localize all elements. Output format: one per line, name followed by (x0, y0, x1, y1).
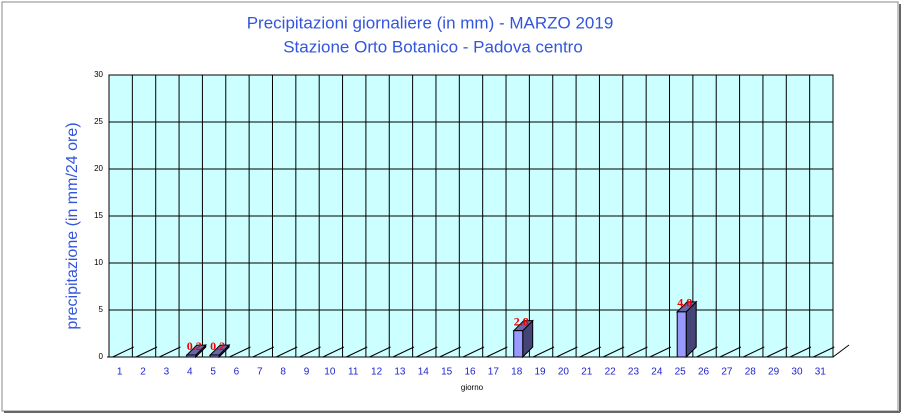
x-tick-label: 21 (581, 367, 593, 378)
value-label: 4.8 (677, 296, 692, 310)
x-tick-label: 5 (210, 367, 216, 378)
bar (185, 343, 207, 359)
bar (252, 346, 275, 358)
x-tick-label: 8 (280, 367, 286, 378)
x-tick-label: 7 (257, 367, 263, 378)
y-tick-label: 0 (99, 352, 104, 361)
x-tick-label: 4 (187, 367, 193, 378)
bar (229, 346, 251, 358)
bar (649, 346, 672, 358)
x-tick-label: 3 (164, 367, 170, 378)
bar (346, 346, 368, 358)
bar (275, 346, 298, 358)
y-tick-label: 10 (94, 258, 103, 267)
x-tick-label: 2 (140, 367, 146, 378)
bar (208, 343, 231, 359)
bar (392, 346, 415, 358)
x-tick-label: 6 (234, 367, 240, 378)
x-tick-label: 27 (721, 367, 733, 378)
bar (439, 346, 461, 358)
bar (486, 346, 508, 358)
x-tick-label: 19 (535, 367, 547, 378)
x-axis-label: giorno (461, 383, 484, 392)
x-tick-label: 23 (628, 367, 640, 378)
bar (135, 346, 158, 358)
value-label: 2.8 (514, 314, 529, 328)
x-tick-label: 13 (394, 367, 406, 378)
bar (789, 346, 812, 358)
x-tick-label: 30 (791, 367, 803, 378)
bar (813, 346, 835, 358)
bar (462, 346, 485, 358)
x-tick-label: 26 (698, 367, 710, 378)
x-tick-label: 12 (371, 367, 383, 378)
x-tick-label: 15 (441, 367, 453, 378)
x-tick-label: 22 (605, 367, 617, 378)
y-tick-label: 20 (94, 164, 103, 173)
x-tick-label: 16 (464, 367, 476, 378)
x-tick-label: 31 (815, 367, 827, 378)
bar (322, 346, 345, 358)
x-tick-label: 11 (348, 367, 359, 378)
bar (159, 346, 181, 358)
bar (719, 346, 742, 358)
x-tick-label: 18 (511, 367, 523, 378)
bar (696, 346, 718, 358)
bar (112, 346, 134, 358)
x-tick-label: 9 (304, 367, 310, 378)
bar-front (676, 311, 687, 358)
bar (416, 346, 438, 358)
bar (512, 319, 534, 359)
y-tick-label: 15 (94, 211, 103, 220)
x-tick-label: 24 (651, 367, 663, 378)
bar (766, 346, 788, 358)
x-tick-label: 17 (488, 367, 500, 378)
bar (602, 346, 625, 358)
bar (743, 346, 765, 358)
chart-title: Precipitazioni giornaliere (in mm) - MAR… (247, 13, 614, 32)
chart-subtitle: Stazione Orto Botanico - Padova centro (283, 37, 583, 56)
x-tick-label: 25 (675, 367, 687, 378)
y-axis-label: precipitazione (in mm/24 ore) (64, 122, 81, 329)
y-tick-label: 5 (99, 305, 104, 314)
bar (626, 346, 648, 358)
bar (556, 346, 578, 358)
value-label: 0.2 (187, 339, 202, 353)
bar-front (186, 354, 197, 358)
bar (532, 346, 555, 358)
x-tick-label: 20 (558, 367, 570, 378)
x-tick-label: 28 (745, 367, 757, 378)
bar (299, 346, 321, 358)
value-label: 0.2 (210, 339, 225, 353)
x-tick-label: 10 (324, 367, 336, 378)
bar (675, 300, 698, 359)
x-tick-label: 1 (117, 367, 123, 378)
bar-front (209, 354, 220, 358)
y-tick-label: 30 (94, 70, 103, 79)
bar (579, 346, 601, 358)
bar-front (513, 330, 524, 358)
bar (369, 346, 391, 358)
x-tick-label: 29 (768, 367, 780, 378)
y-tick-label: 25 (94, 117, 103, 126)
floor-right-edge (832, 344, 850, 358)
x-tick-label: 14 (418, 367, 430, 378)
